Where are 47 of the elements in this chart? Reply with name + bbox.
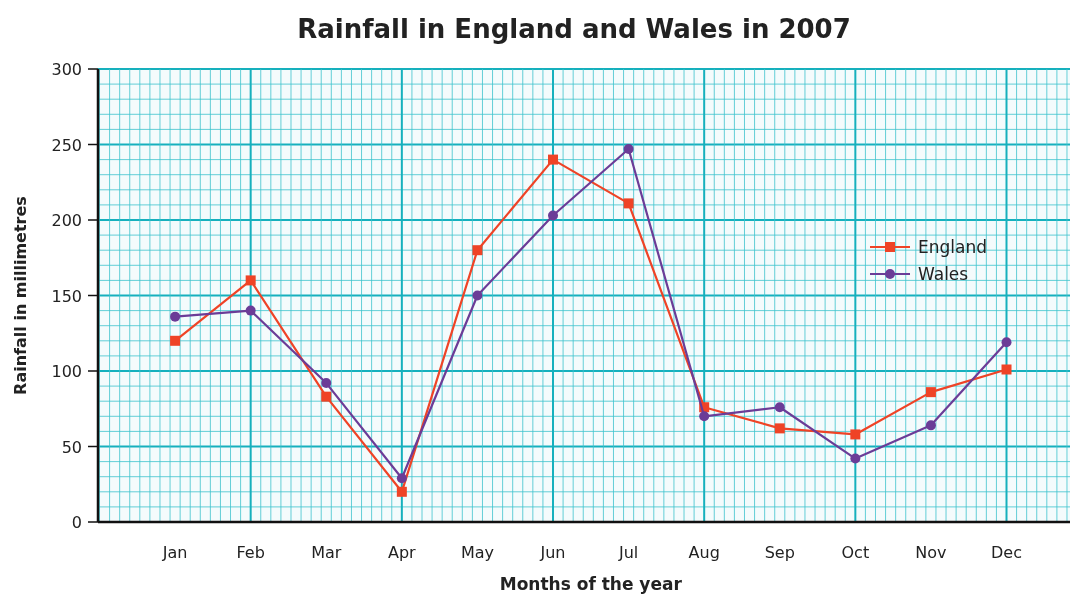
y-tick-label: 50: [61, 437, 82, 457]
point: [850, 453, 861, 464]
point: [850, 429, 861, 440]
x-tick-label: Jul: [617, 543, 639, 562]
point: [472, 245, 483, 256]
legend-label: England: [918, 237, 988, 257]
point: [1001, 364, 1012, 375]
y-tick-label: 200: [51, 211, 82, 230]
legend-label: Wales: [918, 264, 969, 284]
x-axis-title: Months of the year: [499, 574, 683, 594]
x-tick-label: Nov: [915, 543, 947, 562]
point: [245, 275, 256, 286]
point: [245, 305, 256, 316]
y-tick-label: 100: [51, 362, 82, 381]
point: [1001, 337, 1012, 348]
x-tick-label: Jun: [539, 543, 566, 562]
point: [321, 378, 332, 389]
y-tick-label: 0: [71, 513, 82, 532]
x-tick-label: Dec: [991, 543, 1022, 562]
point: [623, 144, 634, 155]
point: [170, 335, 181, 346]
point: [925, 420, 936, 431]
point: [925, 387, 936, 398]
x-tick-label: Sep: [764, 543, 795, 562]
x-tick-label: Aug: [688, 543, 720, 562]
point: [548, 210, 559, 221]
point: [623, 198, 634, 209]
point: [472, 290, 483, 301]
x-tick-label: Feb: [236, 543, 265, 562]
point: [396, 473, 407, 484]
point: [396, 486, 407, 497]
y-tick-label: 250: [51, 135, 82, 155]
x-tick-label: Oct: [841, 543, 870, 562]
x-tick-label: Mar: [311, 543, 342, 562]
x-tick-label: Jan: [161, 543, 188, 562]
y-tick-label: 300: [51, 60, 82, 79]
y-axis-title: Rainfall in millimetres: [11, 196, 30, 395]
point: [774, 423, 785, 434]
point: [548, 154, 559, 165]
point: [699, 411, 710, 422]
point: [774, 402, 785, 413]
x-tick-label: May: [460, 543, 494, 562]
y-tick-label: 150: [51, 286, 82, 306]
point: [321, 391, 332, 402]
chart-title: Rainfall in England and Wales in 2007: [297, 14, 851, 44]
x-tick-label: Apr: [388, 543, 417, 562]
point: [170, 311, 181, 322]
